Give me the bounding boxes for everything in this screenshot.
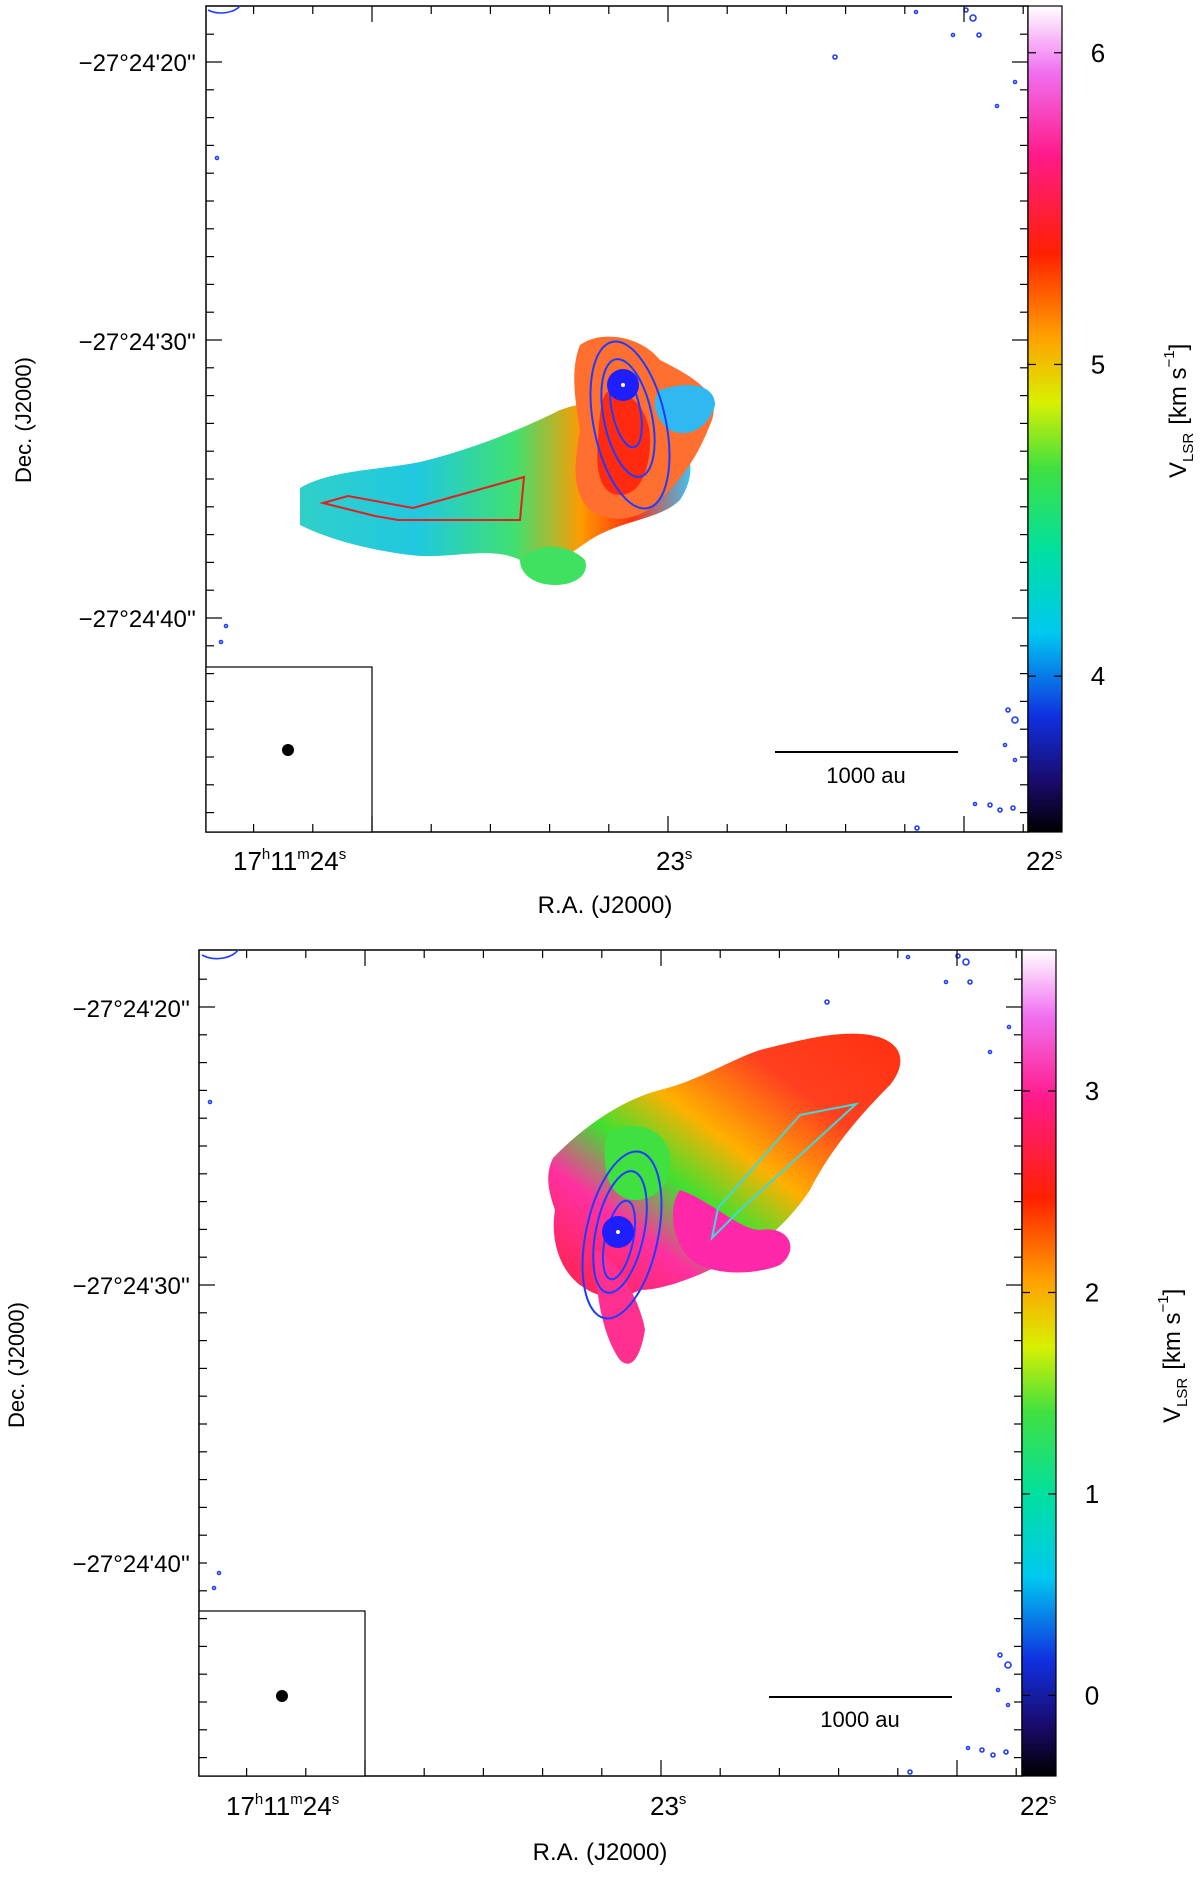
bottom-xlabel: R.A. (J2000): [533, 1839, 668, 1866]
top-noise-10: [214, 155, 220, 161]
bottom-noise-17: [965, 1745, 971, 1751]
top-noise-18: [987, 802, 993, 808]
bottom-noise-1: [201, 949, 239, 960]
bottom-noise-7: [824, 999, 830, 1005]
bottom-emission-magenta: [672, 1190, 791, 1273]
top-noise-13: [1005, 707, 1011, 713]
top-emission-core-red: [597, 390, 650, 495]
bottom-colorbar-label: VLSR[km s−1]: [1155, 1289, 1191, 1423]
top-colorbar-tick-label: 5: [1091, 349, 1105, 379]
top-emission-south-tail: [520, 546, 586, 585]
top-beam-ellipse: [282, 744, 294, 756]
bottom-noise-14: [1004, 1661, 1012, 1669]
top-xlabel: R.A. (J2000): [538, 892, 673, 919]
bottom-colorbar-tick-label: 0: [1085, 1680, 1099, 1710]
top-overlay-polygon: [319, 475, 526, 521]
bottom-axis-ticks: [199, 950, 1022, 1776]
top-scale-bar-label: 1000 au: [826, 763, 906, 788]
top-noise-2: [969, 14, 977, 22]
bottom-noise-21: [907, 1769, 913, 1775]
bottom-noise-13: [997, 1652, 1003, 1658]
bottom-contour-2: [592, 1170, 648, 1294]
bottom-beam-ellipse: [276, 1690, 288, 1702]
bottom-noise-8: [1006, 1024, 1012, 1030]
top-velocity-map: 1000 au −27°24'20'' −27°24'30'' −27°24'4…: [11, 5, 1197, 919]
bottom-xtick-2: 23s: [650, 1791, 686, 1821]
bottom-ytick-3: −27°24'40'': [73, 1551, 190, 1578]
bottom-overlay-polygon: [710, 1102, 860, 1242]
bottom-noise-2: [962, 958, 970, 966]
top-noise-contours: [207, 5, 1019, 831]
top-colorbar-tick-label: 4: [1091, 661, 1105, 691]
bottom-colorbar-tick-label: 3: [1085, 1076, 1099, 1106]
top-ytick-3: −27°24'40'': [79, 606, 196, 633]
top-noise-21: [914, 825, 920, 831]
bottom-contour-1: [581, 1150, 663, 1320]
bottom-xtick-1: 17h11m24s: [226, 1791, 339, 1821]
bottom-scale-bar-label: 1000 au: [820, 1707, 900, 1732]
top-emission-east-blue: [654, 385, 715, 434]
bottom-noise-10: [207, 1099, 213, 1105]
bottom-noise-5: [967, 979, 973, 985]
bottom-colorbar-tick-label: 1: [1085, 1479, 1099, 1509]
bottom-noise-12: [211, 1585, 217, 1591]
bottom-noise-16: [1005, 1702, 1011, 1708]
bottom-noise-9: [987, 1049, 993, 1055]
top-xtick-1: 17h11m24s: [233, 846, 346, 876]
bottom-noise-6: [943, 979, 949, 985]
bottom-velocity-map: 1000 au −27°24'20'' −27°24'30'' −27°24'4…: [4, 949, 1191, 1866]
bottom-noise-19: [990, 1752, 996, 1758]
top-noise-4: [913, 9, 919, 15]
bottom-colorbar-tick-label: 2: [1085, 1277, 1099, 1307]
top-noise-15: [1002, 742, 1008, 748]
top-noise-9: [994, 103, 1000, 109]
top-noise-1: [207, 5, 241, 14]
bottom-ylabel: Dec. (J2000): [4, 1302, 29, 1428]
top-contours: [589, 340, 671, 510]
top-noise-14: [1011, 716, 1019, 724]
top-noise-12: [218, 639, 224, 645]
top-colorbar: [1027, 5, 1063, 833]
bottom-emission-green: [604, 1126, 671, 1200]
bottom-noise-contours: [201, 949, 1012, 1775]
bottom-protostar-center: [616, 1230, 620, 1234]
top-colorbar-tick-label: 6: [1091, 38, 1105, 68]
top-noise-6: [950, 32, 956, 38]
top-noise-5: [976, 32, 982, 38]
bottom-noise-11: [216, 1570, 222, 1576]
bottom-ytick-2: −27°24'30'': [73, 1273, 190, 1300]
bottom-contours: [581, 1150, 663, 1320]
top-noise-17: [972, 801, 978, 807]
top-contour-2: [600, 358, 656, 478]
top-noise-19: [997, 807, 1003, 813]
top-ylabel: Dec. (J2000): [11, 357, 36, 483]
top-xtick-2: 23s: [656, 846, 692, 876]
top-noise-8: [1012, 79, 1018, 85]
bottom-noise-18: [979, 1747, 985, 1753]
bottom-emission-main: [548, 1033, 901, 1297]
top-protostar-center: [621, 383, 625, 387]
top-noise-20: [1010, 805, 1016, 811]
top-noise-7: [832, 54, 838, 60]
top-colorbar-label: VLSR[km s−1]: [1161, 344, 1197, 478]
top-colorbar-ticks: 4 5 6: [1028, 38, 1105, 691]
bottom-colorbar: [1021, 949, 1057, 1777]
top-noise-16: [1012, 757, 1018, 763]
bottom-noise-3: [955, 953, 961, 959]
bottom-ytick-1: −27°24'20'': [73, 996, 190, 1023]
bottom-noise-15: [995, 1687, 1001, 1693]
top-ytick-1: −27°24'20'': [79, 50, 196, 77]
top-xtick-3: 22s: [1026, 846, 1062, 876]
top-axis-ticks: [206, 6, 1028, 832]
bottom-noise-4: [905, 954, 911, 960]
top-contour-1: [589, 340, 671, 510]
top-ytick-2: −27°24'30'': [79, 329, 196, 356]
top-noise-11: [223, 623, 229, 629]
bottom-colorbar-ticks: 0 1 2 3: [1022, 1076, 1099, 1710]
bottom-xtick-3: 22s: [1020, 1791, 1056, 1821]
bottom-noise-20: [1003, 1749, 1009, 1755]
